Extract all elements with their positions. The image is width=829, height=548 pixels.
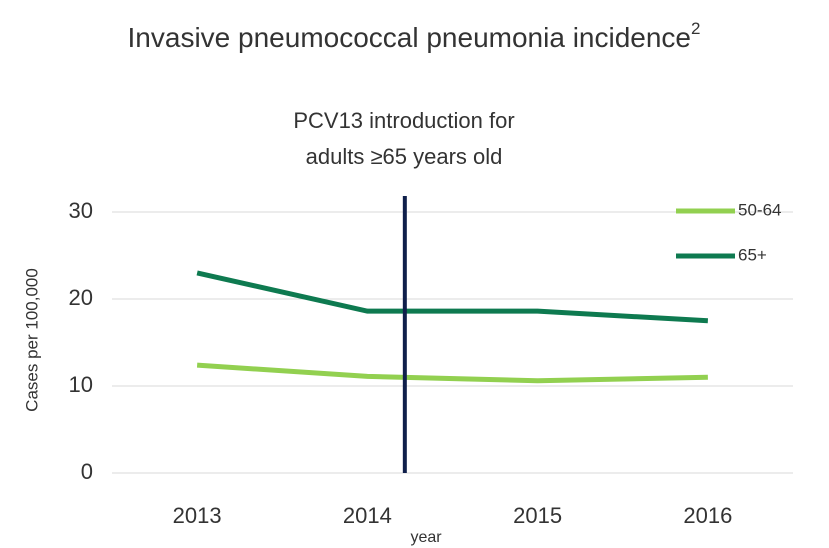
series-line [196, 270, 709, 324]
y-tick-label: 0 [81, 459, 93, 484]
title-superscript: 2 [691, 19, 700, 38]
legend-label: 65+ [738, 245, 767, 264]
annotation: PCV13 introduction for [293, 108, 514, 133]
y-tick-label: 20 [69, 285, 93, 310]
y-tick-label: 30 [69, 198, 93, 223]
x-tick-label: 2015 [513, 503, 562, 528]
x-tick-label: 2013 [173, 503, 222, 528]
y-tick-label: 10 [69, 372, 93, 397]
legend-label: 50-64 [738, 200, 781, 219]
x-tick-label: 2016 [683, 503, 732, 528]
chart-title: Invasive pneumococcal pneumonia incidenc… [128, 19, 701, 53]
annotation: adults ≥65 years old [306, 144, 503, 169]
title-text: Invasive pneumococcal pneumonia incidenc… [128, 22, 691, 53]
x-tick-label: 2014 [343, 503, 392, 528]
y-axis-label: Cases per 100,000 [22, 268, 41, 412]
series-line [196, 362, 708, 384]
x-axis-label: year [410, 529, 442, 546]
